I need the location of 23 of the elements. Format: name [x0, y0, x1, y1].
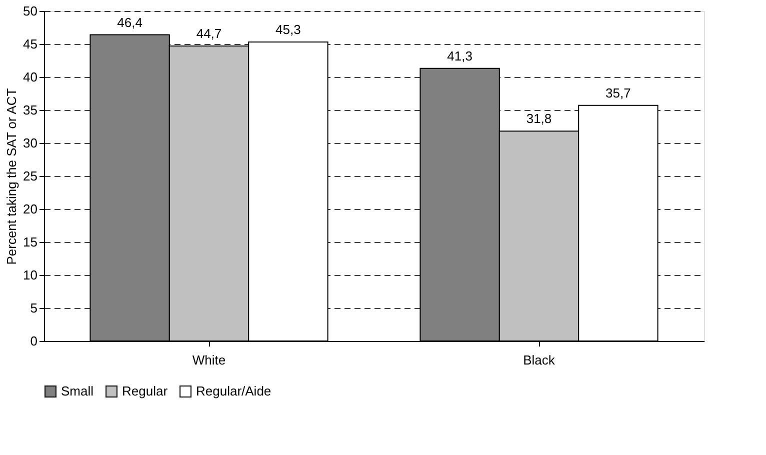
- y-tick-label: 15: [23, 234, 38, 250]
- data-label: 45,3: [276, 22, 301, 38]
- legend-label: Regular: [122, 384, 168, 399]
- data-label: 44,7: [196, 26, 222, 41]
- y-tick-label: 30: [23, 136, 38, 150]
- y-tick-label: 5: [30, 300, 38, 316]
- y-axis-title: Percent taking the SAT or ACT: [4, 88, 20, 265]
- x-tick-label: White: [192, 352, 226, 368]
- data-label: 35,7: [606, 85, 631, 100]
- x-tick-label: Black: [523, 352, 556, 368]
- y-tick-label: 20: [23, 202, 38, 216]
- legend-label: Regular/Aide: [196, 384, 272, 399]
- y-tick-label: 45: [23, 36, 38, 52]
- data-label: 41,3: [447, 48, 472, 64]
- data-label: 46,4: [117, 14, 142, 30]
- y-tick-label: 50: [23, 4, 38, 18]
- y-tick-label: 35: [23, 102, 38, 118]
- y-tick-label: 0: [30, 334, 38, 348]
- y-tick-label: 10: [23, 268, 38, 282]
- y-tick-label: 25: [23, 168, 38, 184]
- y-tick-label: 40: [23, 70, 38, 84]
- data-label: 31,8: [526, 111, 552, 126]
- legend-label: Small: [61, 384, 94, 399]
